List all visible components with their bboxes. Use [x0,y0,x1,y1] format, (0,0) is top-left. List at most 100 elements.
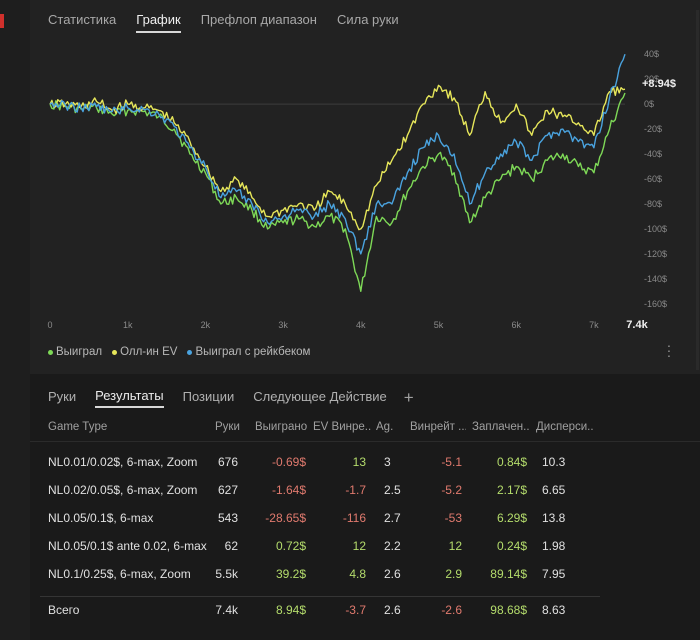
cell-hands: 543 [217,511,238,525]
col-aggression[interactable]: Ag. [376,421,394,433]
top-tabs: Статистика График Префлоп диапазон Сила … [48,12,399,33]
x-tick-label: 7k [589,320,599,330]
bottom-tabs: Руки Результаты Позиции Следующее Действ… [48,388,414,408]
x-tick-label: 1k [123,320,133,330]
series-line-won[interactable] [49,92,626,292]
cell-winrate: 12 [448,539,462,553]
table-row[interactable]: NL0.05/0.1$ ante 0.02, 6-max 62 0.72$ 12 2.2… [0,532,700,560]
cell-ev-winrate: 12 [352,539,366,553]
y-tick-label: -80$ [644,199,662,209]
x-tick-label: 5k [434,320,444,330]
tab-hands[interactable]: Руки [48,389,77,404]
tab-hand-strength[interactable]: Сила руки [336,12,399,27]
tab-preflop-range[interactable]: Префлоп диапазон [200,12,317,27]
legend-dot-allin-ev [112,349,118,355]
cell-won: 8.94$ [275,603,306,617]
cell-winrate: -5.2 [441,483,462,497]
chart-panel: Статистика График Префлоп диапазон Сила … [30,0,700,374]
x-tick-label: 3k [278,320,288,330]
tab-graph[interactable]: График [136,12,181,33]
cell-dispersion: 10.3 [542,455,566,469]
cell-hands: 5.5k [215,567,238,581]
cell-game-type: NL0.02/0.05$, 6-max, Zoom [48,483,198,497]
cell-aggression: 2.6 [384,603,401,617]
tab-statistics[interactable]: Статистика [48,12,117,27]
x-tick-label: 4k [356,320,366,330]
x-tick-label: 6k [511,320,521,330]
col-won[interactable]: Выиграно [255,421,308,433]
cell-won: 0.72$ [275,539,306,553]
cell-hands: 676 [217,455,238,469]
cell-won: 39.2$ [275,567,306,581]
cell-game-type: Всего [48,603,80,617]
col-winrate[interactable]: Винрейт ... [410,421,466,433]
tab-next-action[interactable]: Следующее Действие [253,389,387,404]
cell-hands: 627 [217,483,238,497]
tab-results[interactable]: Результаты [95,388,164,408]
legend-item-allin-ev[interactable]: Олл-ин EV [112,346,177,358]
cell-game-type: NL0.05/0.1$, 6-max [48,511,154,525]
cell-winrate: 2.9 [445,567,462,581]
y-tick-label: 20$ [644,74,659,84]
col-hands[interactable]: Руки [215,421,240,433]
cell-dispersion: 6.65 [542,483,566,497]
y-tick-label: -100$ [644,224,667,234]
col-dispersion[interactable]: Дисперси... [536,421,594,433]
cell-hands: 62 [224,539,238,553]
legend-item-rakeback[interactable]: Выиграл с рейкбеком [187,346,310,358]
cell-ev-winrate: -1.7 [345,483,366,497]
chart-legend: Выиграл Олл-ин EV Выиграл с рейкбеком [48,346,310,358]
cell-paid: 98.68$ [490,603,527,617]
cell-paid: 89.14$ [490,567,527,581]
vertical-scrollbar[interactable] [696,10,699,370]
cell-aggression: 2.6 [384,567,401,581]
cell-dispersion: 13.8 [542,511,566,525]
cell-game-type: NL0.01/0.02$, 6-max, Zoom [48,455,198,469]
cell-winrate: -5.1 [441,455,462,469]
cell-hands: 7.4k [215,603,238,617]
table-row[interactable]: NL0.05/0.1$, 6-max 543 -28.65$ -116 2.7 -53 6.… [0,504,700,532]
y-tick-label: -160$ [644,299,667,309]
add-tab-icon[interactable]: + [403,388,414,407]
cell-dispersion: 1.98 [542,539,566,553]
cell-dispersion: 7.95 [542,567,566,581]
cell-winrate: -53 [444,511,462,525]
cell-ev-winrate: 4.8 [349,567,366,581]
red-edge-marker [0,14,4,28]
y-tick-label: -60$ [644,174,662,184]
cell-ev-winrate: -3.7 [345,603,366,617]
table-total-row[interactable]: Всего 7.4k 8.94$ -3.7 2.6 -2.6 98.68$ 8.63 [0,596,700,624]
cell-ev-winrate: -116 [342,511,366,525]
cell-paid: 0.24$ [496,539,527,553]
col-game-type[interactable]: Game Type [48,421,108,433]
table-row[interactable]: NL0.02/0.05$, 6-max, Zoom 627 -1.64$ -1.7 2.… [0,476,700,504]
tab-positions[interactable]: Позиции [182,389,235,404]
header-divider [30,441,700,442]
table-header: Game Type Руки Выиграно EV Винре... Ag. … [0,421,700,441]
cell-game-type: NL0.05/0.1$ ante 0.02, 6-max [48,539,207,553]
cell-paid: 0.84$ [496,455,527,469]
legend-dot-rakeback [187,349,193,355]
y-tick-label: -20$ [644,124,662,134]
legend-item-won[interactable]: Выиграл [48,346,102,358]
y-tick-label: -120$ [644,249,667,259]
series-line-allin-ev[interactable] [49,84,626,231]
end-value-label: +8.94$ [642,78,676,90]
cell-won: -1.64$ [271,483,306,497]
cell-dispersion: 8.63 [542,603,566,617]
series-line-rakeback[interactable] [49,53,626,255]
legend-label-rakeback: Выиграл с рейкбеком [195,346,311,358]
table-row[interactable]: NL0.01/0.02$, 6-max, Zoom 676 -0.69$ 13 3 -5.… [0,448,700,476]
table-row[interactable]: NL0.1/0.25$, 6-max, Zoom 5.5k 39.2$ 4.8 2.6 2… [0,560,700,588]
col-ev-winrate[interactable]: EV Винре... [313,421,371,433]
x-end-label: 7.4k [626,319,648,331]
legend-label-won: Выиграл [56,346,103,358]
winnings-line-chart[interactable]: 40$ 20$ 0$ -20$ -40$ -60$ -80$ -100$ -120$ -140$ -… [30,40,700,340]
y-tick-label: 40$ [644,49,659,59]
more-options-icon[interactable]: · · · [666,337,672,363]
y-tick-label: -40$ [644,149,662,159]
cell-aggression: 2.7 [384,511,401,525]
cell-paid: 2.17$ [496,483,527,497]
col-paid[interactable]: Заплачен... [472,421,530,433]
cell-paid: 6.29$ [496,511,527,525]
